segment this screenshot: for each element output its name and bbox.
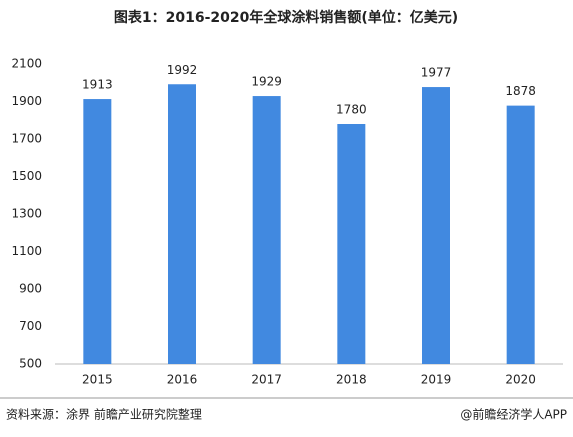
y-tick-label: 1700 xyxy=(11,132,42,146)
value-label: 1913 xyxy=(82,78,113,92)
bar xyxy=(422,87,450,364)
bar xyxy=(168,84,196,364)
value-label: 1780 xyxy=(336,103,367,117)
y-tick-label: 500 xyxy=(19,357,42,371)
bar xyxy=(83,99,112,364)
source: 资料来源：涂界 前瞻产业研究院整理 xyxy=(6,407,202,422)
x-tick-label: 2020 xyxy=(505,373,536,387)
y-tick-label: 1900 xyxy=(11,94,42,108)
y-tick-label: 900 xyxy=(19,282,42,296)
y-tick-label: 1100 xyxy=(11,244,42,258)
x-tick-label: 2016 xyxy=(167,373,198,387)
chart-title: 图表1：2016-2020年全球涂料销售额(单位：亿美元) xyxy=(114,9,458,26)
bar xyxy=(252,96,281,364)
x-tick-label: 2018 xyxy=(336,373,367,387)
bar xyxy=(337,124,366,364)
x-tick-label: 2017 xyxy=(251,373,282,387)
value-label: 1929 xyxy=(251,75,282,89)
y-tick-label: 700 xyxy=(19,319,42,333)
y-tick-label: 1300 xyxy=(11,207,42,221)
x-tick-label: 2019 xyxy=(421,373,452,387)
value-label: 1992 xyxy=(167,63,198,77)
credit: @前瞻经济学人APP xyxy=(460,407,567,422)
x-tick-label: 2015 xyxy=(82,373,113,387)
value-label: 1977 xyxy=(421,66,452,80)
bar xyxy=(506,105,535,364)
y-tick-label: 2100 xyxy=(11,57,42,71)
value-label: 1878 xyxy=(505,84,536,98)
y-tick-label: 1500 xyxy=(11,169,42,183)
